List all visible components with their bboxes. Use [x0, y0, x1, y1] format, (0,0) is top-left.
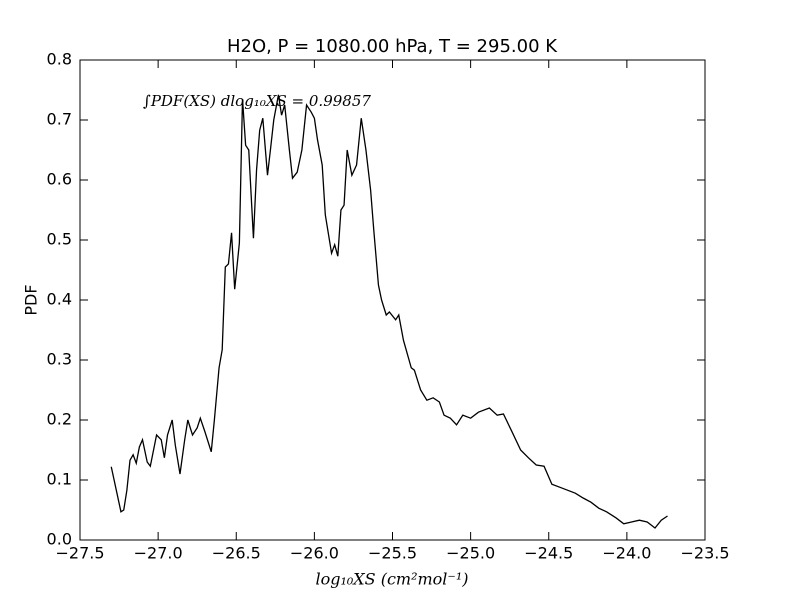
data-line [110, 94, 668, 529]
x-tick-label: −23.5 [680, 544, 729, 563]
x-tick-label: −26.0 [290, 544, 339, 563]
x-tick-label: −24.0 [602, 544, 651, 563]
x-tick-label: −27.5 [55, 544, 104, 563]
x-axis-label: log₁₀XS (cm²mol⁻¹) [315, 570, 468, 589]
x-tick-label: −25.5 [368, 544, 417, 563]
y-tick-label: 0.2 [47, 410, 72, 429]
y-tick-label: 0.7 [47, 110, 72, 129]
x-tick-label: −25.0 [446, 544, 495, 563]
annotation: ∫PDF(XS) dlog₁₀XS = 0.99857 [143, 92, 371, 110]
chart-title: H2O, P = 1080.00 hPa, T = 295.00 K [227, 36, 558, 57]
y-tick-label: 0.1 [47, 470, 72, 489]
y-tick-label: 0.5 [47, 230, 72, 249]
x-tick-label: −27.0 [134, 544, 183, 563]
x-tick-label: −24.5 [524, 544, 573, 563]
x-tick-label: −26.5 [212, 544, 261, 563]
y-axis-label: PDF [22, 284, 41, 315]
y-tick-label: 0.0 [47, 530, 72, 549]
y-tick-label: 0.6 [47, 170, 72, 189]
y-tick-label: 0.4 [47, 290, 72, 309]
y-tick-label: 0.8 [47, 50, 72, 69]
y-tick-label: 0.3 [47, 350, 72, 369]
